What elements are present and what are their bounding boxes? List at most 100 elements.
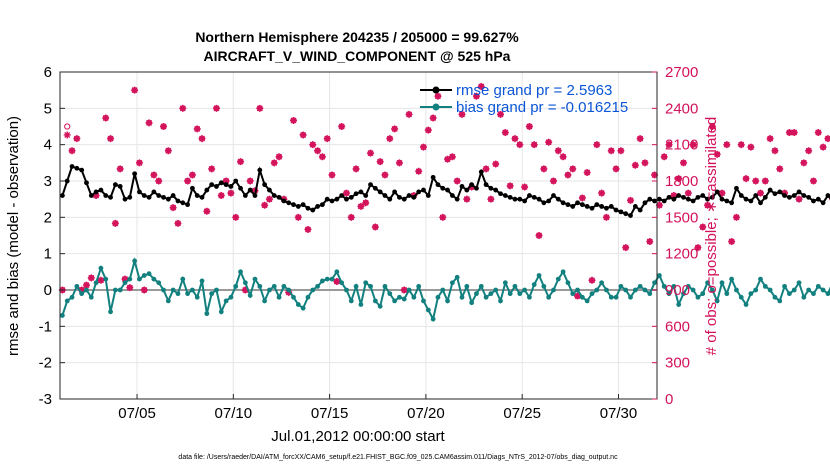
bias-point bbox=[522, 287, 528, 293]
obs-assimilated-marker bbox=[506, 182, 514, 190]
bias-point bbox=[228, 294, 234, 300]
bias-point bbox=[257, 283, 263, 289]
bias-point bbox=[705, 280, 710, 286]
bias-point bbox=[555, 276, 561, 282]
rmse-point bbox=[281, 198, 287, 204]
bias-point bbox=[700, 291, 706, 297]
right-tick-label: 600 bbox=[665, 318, 690, 335]
rmse-point bbox=[84, 180, 89, 186]
obs-assimilated-marker bbox=[752, 177, 760, 185]
obs-assimilated-marker bbox=[679, 159, 687, 167]
obs-assimilated-marker bbox=[193, 125, 201, 133]
rmse-point bbox=[464, 187, 470, 193]
x-axis-ticks: 07/05 07/10 07/15 07/20 07/25 07/30 bbox=[118, 394, 637, 422]
rmse-point bbox=[628, 213, 633, 218]
rmse-point bbox=[324, 196, 330, 202]
rmse-point bbox=[700, 193, 706, 198]
obs-assimilated-marker bbox=[160, 123, 168, 130]
obs-assimilated-marker bbox=[708, 123, 716, 130]
rmse-point bbox=[502, 193, 508, 198]
obs-assimilated-marker bbox=[463, 195, 471, 203]
obs-assimilated-marker bbox=[477, 83, 485, 91]
bias-point bbox=[175, 291, 181, 297]
rmse-point bbox=[575, 200, 580, 206]
obs-assimilated-marker bbox=[651, 171, 659, 179]
left-tick-label: 0 bbox=[44, 282, 52, 299]
bias-point bbox=[647, 291, 653, 297]
obs-assimilated-marker bbox=[766, 135, 774, 143]
rmse-point bbox=[474, 185, 479, 191]
obs-assimilated-marker bbox=[771, 147, 779, 155]
obs-assimilated-marker bbox=[564, 171, 572, 179]
obs-assimilated-marker bbox=[342, 189, 350, 197]
obs-assimilated-marker bbox=[612, 165, 620, 173]
rmse-point bbox=[204, 187, 210, 193]
bias-point bbox=[685, 283, 691, 289]
bias-point bbox=[401, 296, 407, 302]
rmse-point bbox=[411, 194, 417, 200]
rmse-point bbox=[165, 196, 171, 202]
obs-assimilated-marker bbox=[285, 288, 293, 296]
bias-point bbox=[194, 294, 200, 300]
rmse-point bbox=[801, 193, 807, 198]
bias-point bbox=[214, 287, 219, 293]
obs-assimilated-marker bbox=[641, 159, 649, 167]
obs-assimilated-marker bbox=[487, 195, 495, 203]
obs-assimilated-marker bbox=[391, 125, 399, 133]
rmse-point bbox=[64, 178, 70, 184]
bias-point bbox=[565, 280, 571, 286]
rmse-point bbox=[613, 207, 619, 213]
obs-assimilated-marker bbox=[150, 171, 158, 179]
bias-point bbox=[671, 283, 677, 289]
obs-assimilated-marker bbox=[155, 177, 163, 185]
bias-point bbox=[247, 293, 253, 298]
right-tick-label: 900 bbox=[665, 282, 690, 299]
rmse-point bbox=[815, 196, 821, 202]
obs-assimilated-marker bbox=[622, 244, 630, 252]
obs-assimilated-marker bbox=[694, 244, 702, 252]
obs-assimilated-marker bbox=[757, 189, 765, 197]
obs-assimilated-marker bbox=[607, 147, 615, 155]
obs-assimilated-marker bbox=[525, 123, 533, 130]
bias-point bbox=[517, 291, 523, 297]
bias-point bbox=[657, 273, 662, 278]
obs-assimilated-marker bbox=[395, 159, 403, 167]
rmse-point bbox=[743, 196, 749, 202]
obs-assimilated-marker bbox=[516, 141, 524, 149]
bias-point bbox=[502, 280, 508, 286]
obs-assimilated-marker bbox=[140, 286, 148, 294]
bias-point bbox=[758, 276, 763, 282]
obs-assimilated-marker bbox=[790, 129, 798, 137]
obs-assimilated-marker bbox=[299, 131, 307, 139]
obs-assimilated-marker bbox=[776, 165, 784, 173]
bias-point bbox=[156, 280, 162, 286]
bias-point bbox=[108, 309, 113, 315]
obs-assimilated-marker bbox=[111, 219, 119, 227]
bias-point bbox=[815, 283, 821, 289]
bias-point bbox=[589, 291, 595, 297]
rmse-point bbox=[79, 167, 85, 173]
obs-assimilated-marker bbox=[164, 147, 172, 155]
rmse-point bbox=[642, 200, 648, 206]
left-axis-ticks: -3 -2 -1 0 1 2 3 4 5 6 bbox=[39, 64, 65, 408]
rmse-point bbox=[257, 167, 263, 173]
bias-point bbox=[748, 291, 754, 297]
rmse-series bbox=[60, 164, 830, 218]
rmse-point bbox=[223, 182, 229, 188]
rmse-point bbox=[262, 182, 268, 188]
obs-assimilated-marker bbox=[309, 141, 317, 149]
x-tick-label: 07/30 bbox=[600, 405, 638, 422]
obs-assimilated-marker bbox=[704, 201, 712, 209]
obs-assimilated-marker bbox=[400, 286, 408, 294]
legend: rmse grand pr = 2.5963 bias grand pr = -… bbox=[420, 82, 628, 116]
bias-point bbox=[233, 283, 239, 289]
rmse-point bbox=[74, 165, 80, 171]
rmse-point bbox=[608, 204, 614, 209]
obs-assimilated-marker bbox=[675, 175, 683, 183]
bias-point bbox=[637, 283, 643, 289]
bias-point bbox=[541, 283, 547, 289]
rmse-point bbox=[753, 193, 759, 198]
left-tick-label: 6 bbox=[44, 64, 52, 81]
bias-point bbox=[729, 276, 735, 282]
rmse-point bbox=[719, 196, 725, 202]
